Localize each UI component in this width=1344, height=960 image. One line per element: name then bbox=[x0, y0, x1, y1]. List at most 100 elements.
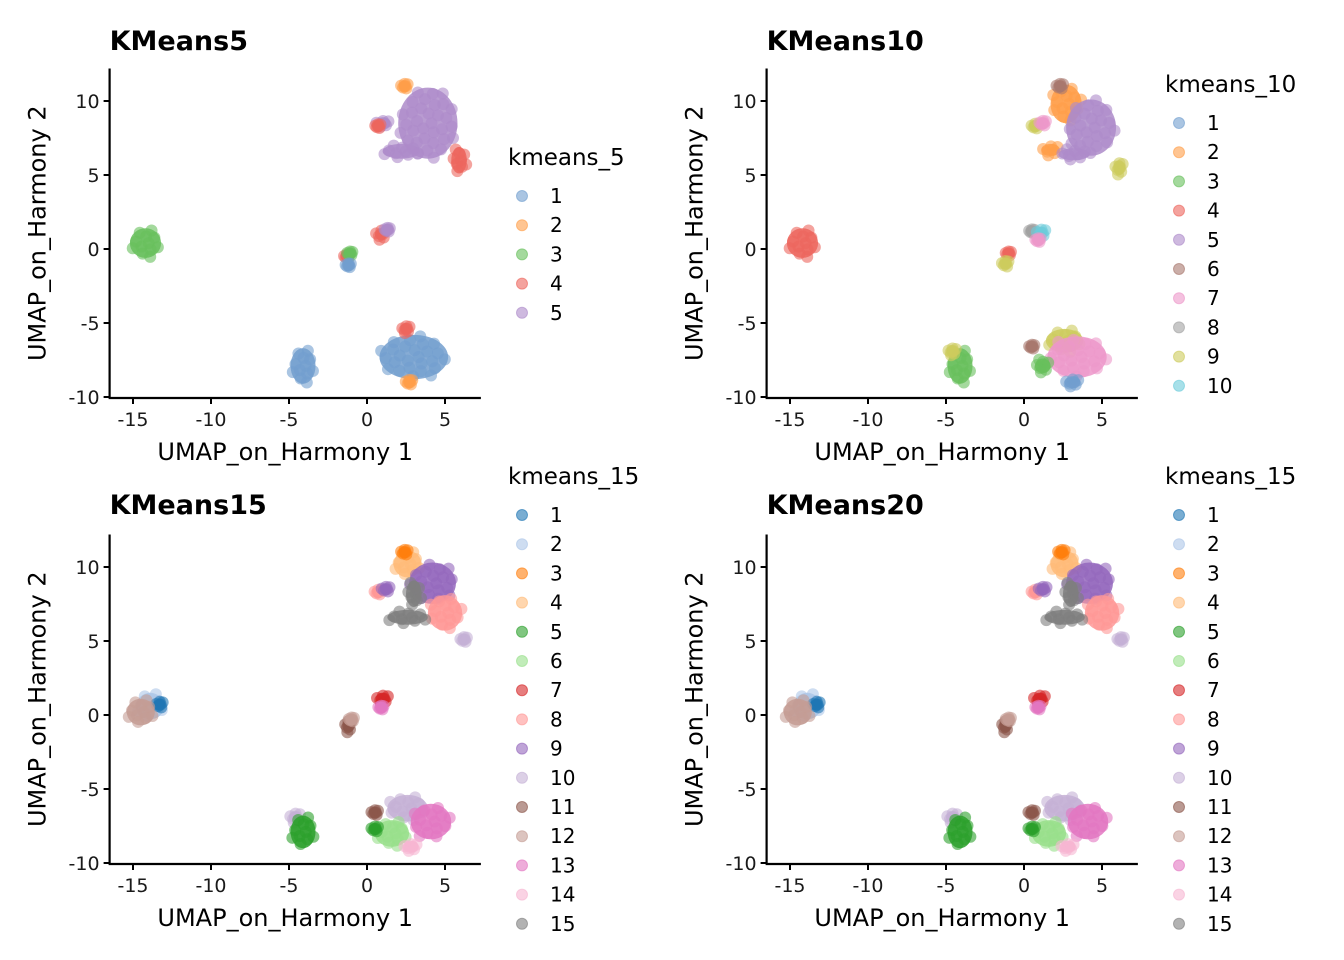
data-point bbox=[949, 814, 962, 827]
data-point bbox=[1048, 104, 1061, 117]
data-point bbox=[1081, 598, 1094, 611]
legend-swatch-13 bbox=[516, 859, 528, 872]
data-point bbox=[1100, 103, 1113, 116]
data-point bbox=[445, 120, 458, 133]
data-point bbox=[1034, 366, 1047, 379]
legend-swatch-5 bbox=[1173, 233, 1185, 246]
data-point bbox=[1051, 793, 1064, 806]
data-point bbox=[1060, 143, 1073, 156]
legend-label-15: 15 bbox=[550, 912, 575, 936]
legend-label-6: 6 bbox=[1207, 649, 1220, 673]
y-tick-label: 10 bbox=[732, 557, 756, 579]
data-point bbox=[140, 694, 153, 707]
y-tick-label: 10 bbox=[732, 91, 756, 113]
data-point bbox=[347, 711, 360, 724]
legend-swatch-5 bbox=[516, 306, 528, 319]
y-tick-label: 5 bbox=[88, 631, 100, 653]
data-point bbox=[1058, 544, 1071, 557]
legend-title: kmeans_10 bbox=[1165, 72, 1296, 98]
data-point bbox=[438, 353, 451, 366]
panel-kmeans10: KMeans10 -15 -10 -5 0 5 -10 -5 0 5 10 UMAP_on_Harmo… bbox=[681, 26, 1297, 466]
legend-label-4: 4 bbox=[1207, 591, 1220, 615]
data-point bbox=[802, 224, 815, 237]
data-point bbox=[394, 793, 407, 806]
data-point bbox=[1102, 592, 1115, 605]
data-point bbox=[418, 804, 431, 817]
data-point bbox=[1089, 337, 1102, 350]
legend-label-13: 13 bbox=[550, 853, 575, 877]
x-axis-label: UMAP_on_Harmony 1 bbox=[814, 904, 1070, 932]
legend-swatch-2 bbox=[1173, 538, 1185, 551]
data-point bbox=[411, 86, 424, 99]
scatter-points bbox=[122, 543, 473, 857]
data-point bbox=[425, 369, 438, 382]
data-point bbox=[126, 242, 139, 255]
data-point bbox=[406, 374, 419, 387]
data-point bbox=[383, 222, 396, 235]
data-point bbox=[1057, 78, 1070, 91]
data-point bbox=[381, 363, 394, 376]
legend-label-6: 6 bbox=[550, 649, 563, 673]
legend-label-10: 10 bbox=[1207, 766, 1232, 790]
data-point bbox=[387, 139, 400, 152]
data-point bbox=[1040, 581, 1053, 594]
data-point bbox=[373, 233, 386, 246]
data-point bbox=[789, 715, 802, 728]
data-point bbox=[371, 804, 384, 817]
data-point bbox=[957, 376, 970, 389]
legend-swatch-10 bbox=[1173, 771, 1185, 784]
data-point bbox=[402, 586, 415, 599]
legend-label-6: 6 bbox=[1207, 257, 1220, 281]
data-point bbox=[1028, 804, 1041, 817]
data-point bbox=[374, 118, 387, 131]
legend-label-3: 3 bbox=[1207, 169, 1220, 193]
data-point bbox=[430, 830, 443, 843]
y-tick-label: 0 bbox=[745, 705, 757, 727]
data-point bbox=[943, 366, 956, 379]
data-point bbox=[435, 143, 448, 156]
x-tick-label: -5 bbox=[280, 875, 299, 897]
chart-title: KMeans10 bbox=[767, 26, 924, 57]
x-tick-label: -10 bbox=[852, 875, 883, 897]
legend-swatch-1 bbox=[1173, 509, 1185, 521]
legend-swatch-1 bbox=[516, 509, 528, 521]
data-point bbox=[346, 245, 359, 258]
data-point bbox=[1076, 613, 1089, 626]
x-axis-label: UMAP_on_Harmony 1 bbox=[157, 904, 413, 932]
data-point bbox=[1071, 591, 1084, 604]
legend-label-12: 12 bbox=[1207, 824, 1232, 848]
legend-swatch-10 bbox=[1173, 379, 1185, 392]
x-tick-label: 5 bbox=[1096, 409, 1108, 431]
x-tick-label: 5 bbox=[439, 875, 451, 897]
legend-label-14: 14 bbox=[1207, 883, 1232, 907]
legend-swatch-9 bbox=[516, 742, 528, 755]
data-point bbox=[1066, 791, 1079, 804]
data-point bbox=[801, 250, 814, 263]
data-point bbox=[424, 598, 437, 611]
legend: kmeans_5 1 2 3 4 5 bbox=[508, 145, 625, 325]
data-point bbox=[1049, 816, 1062, 829]
data-point bbox=[392, 816, 405, 829]
data-point bbox=[300, 376, 313, 389]
legend-label-12: 12 bbox=[550, 824, 575, 848]
data-point bbox=[398, 567, 411, 580]
data-point bbox=[1080, 558, 1093, 571]
legend-label-4: 4 bbox=[1207, 199, 1220, 223]
data-point bbox=[1089, 94, 1102, 107]
y-tick-label: 0 bbox=[745, 239, 757, 261]
data-point bbox=[401, 78, 414, 91]
data-point bbox=[385, 806, 398, 819]
x-tick-label: -15 bbox=[117, 409, 148, 431]
legend-swatch-8 bbox=[516, 713, 528, 726]
panel-kmeans5: KMeans5 -15 -10 -5 0 5 -10 -5 0 5 10 UMAP_on_Harmon… bbox=[24, 26, 625, 466]
data-point bbox=[394, 126, 407, 139]
x-tick-label: -10 bbox=[852, 409, 883, 431]
legend-label-3: 3 bbox=[550, 561, 563, 585]
data-point bbox=[1117, 631, 1130, 644]
legend-swatch-12 bbox=[516, 830, 528, 843]
legend-swatch-5 bbox=[516, 625, 528, 638]
legend-label-2: 2 bbox=[550, 213, 563, 237]
data-point bbox=[384, 795, 397, 808]
legend-swatch-2 bbox=[516, 219, 528, 232]
data-point bbox=[375, 344, 388, 357]
